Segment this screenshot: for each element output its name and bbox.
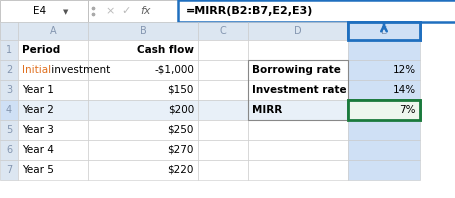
Text: 7%: 7%	[399, 105, 415, 115]
Text: Investment rate: Investment rate	[252, 85, 346, 95]
Text: D: D	[293, 26, 301, 36]
Bar	[0, 120, 18, 140]
Text: Initial: Initial	[22, 65, 51, 75]
Bar	[248, 80, 347, 100]
Text: E: E	[380, 26, 386, 36]
Bar	[0, 60, 18, 80]
Bar	[347, 100, 419, 120]
Bar	[248, 60, 347, 120]
Bar	[88, 40, 197, 60]
Bar	[88, 22, 197, 40]
Text: 7%: 7%	[399, 105, 415, 115]
Text: 5: 5	[6, 125, 12, 135]
Bar	[18, 100, 88, 120]
Bar	[347, 120, 419, 140]
Text: Cash flow: Cash flow	[136, 45, 193, 55]
Bar	[18, 40, 88, 60]
Text: 12%: 12%	[392, 65, 415, 75]
Bar	[197, 22, 248, 40]
Bar	[197, 60, 248, 80]
Bar	[0, 160, 18, 180]
Bar	[347, 40, 419, 60]
Bar	[347, 160, 419, 180]
Text: $250: $250	[167, 125, 193, 135]
Text: $220: $220	[167, 165, 193, 175]
Text: 4: 4	[6, 105, 12, 115]
Polygon shape	[0, 22, 10, 40]
Text: 7: 7	[6, 165, 12, 175]
Bar	[18, 160, 88, 180]
Bar	[0, 0, 88, 22]
Bar	[347, 100, 419, 120]
Text: 14%: 14%	[392, 85, 415, 95]
Bar	[197, 160, 248, 180]
Bar	[248, 140, 347, 160]
Text: 3: 3	[6, 85, 12, 95]
Text: $150: $150	[167, 85, 193, 95]
Text: :: :	[91, 6, 95, 16]
Text: $270: $270	[167, 145, 193, 155]
Bar	[0, 40, 18, 60]
Text: MIRR: MIRR	[252, 105, 282, 115]
Bar	[0, 22, 18, 40]
Text: investment: investment	[48, 65, 110, 75]
Bar	[88, 80, 197, 100]
Text: C: C	[219, 26, 226, 36]
Bar	[347, 22, 419, 40]
Text: Year 2: Year 2	[22, 105, 54, 115]
Text: A: A	[50, 26, 56, 36]
Text: ✓: ✓	[121, 6, 131, 16]
Text: fx: fx	[141, 6, 151, 16]
Bar	[18, 22, 88, 40]
Bar	[88, 0, 177, 22]
Text: Year 5: Year 5	[22, 165, 54, 175]
Bar	[88, 60, 197, 80]
Bar	[248, 22, 347, 40]
Bar	[197, 80, 248, 100]
Bar	[18, 60, 88, 80]
Bar	[88, 120, 197, 140]
Bar	[88, 140, 197, 160]
Bar	[197, 120, 248, 140]
Text: Year 4: Year 4	[22, 145, 54, 155]
Bar	[18, 120, 88, 140]
Text: =MIRR(B2:B7,E2,E3): =MIRR(B2:B7,E2,E3)	[186, 6, 313, 16]
Text: ×: ×	[105, 6, 115, 16]
Text: $200: $200	[167, 105, 193, 115]
Text: Year 3: Year 3	[22, 125, 54, 135]
Text: B: B	[139, 26, 146, 36]
Bar	[88, 100, 197, 120]
Bar	[0, 80, 18, 100]
Bar	[248, 120, 347, 140]
Bar	[197, 40, 248, 60]
Bar	[18, 140, 88, 160]
Bar	[347, 60, 419, 80]
Text: E4: E4	[33, 6, 46, 16]
Bar	[347, 80, 419, 100]
Bar	[248, 60, 347, 80]
Bar	[347, 22, 419, 40]
Text: ▼: ▼	[63, 9, 69, 15]
Text: 1: 1	[6, 45, 12, 55]
Bar	[18, 80, 88, 100]
Bar	[0, 100, 18, 120]
Text: Year 1: Year 1	[22, 85, 54, 95]
Bar	[347, 140, 419, 160]
Text: 2: 2	[6, 65, 12, 75]
Bar	[0, 140, 18, 160]
Bar	[248, 160, 347, 180]
Bar	[177, 0, 455, 22]
Text: E: E	[380, 26, 386, 36]
Text: -$1,000: -$1,000	[154, 65, 193, 75]
Text: Borrowing rate: Borrowing rate	[252, 65, 340, 75]
Bar	[88, 160, 197, 180]
Bar	[197, 100, 248, 120]
Text: 6: 6	[6, 145, 12, 155]
Bar	[248, 40, 347, 60]
Bar	[248, 100, 347, 120]
Bar	[197, 140, 248, 160]
Text: Period: Period	[22, 45, 60, 55]
